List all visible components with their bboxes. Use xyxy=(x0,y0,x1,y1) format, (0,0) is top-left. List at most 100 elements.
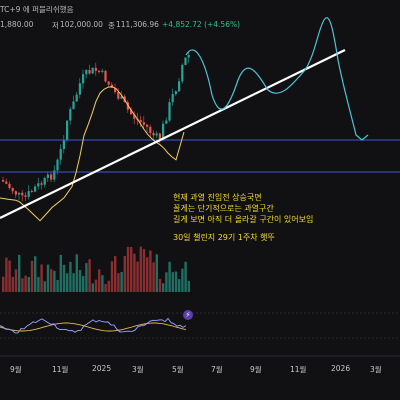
volume-bar xyxy=(126,246,130,292)
volume-bar xyxy=(11,276,14,292)
candle-body xyxy=(43,177,46,185)
volume-bar xyxy=(34,256,37,292)
candle-body xyxy=(75,94,78,102)
volume-bar xyxy=(165,272,168,292)
volume-bar xyxy=(142,249,146,292)
candle-body xyxy=(53,170,56,180)
volume-bar xyxy=(139,246,142,292)
trendline xyxy=(0,49,346,219)
candle-body xyxy=(174,91,177,95)
x-tick: 7월 xyxy=(211,365,223,374)
ohlc-high-label: 저 xyxy=(52,21,59,30)
candle-body xyxy=(88,70,91,74)
candle-body xyxy=(114,87,117,93)
candle-body xyxy=(184,57,187,65)
volume-bar xyxy=(14,269,18,292)
ohlc-close-label: 종 xyxy=(108,21,115,30)
volume-bar xyxy=(46,264,50,292)
candle-body xyxy=(30,191,33,193)
candle-body xyxy=(187,55,190,58)
volume-bar xyxy=(27,277,30,292)
candle-body xyxy=(8,183,11,188)
volume-bar xyxy=(40,264,43,292)
lightning-icon[interactable]: ⚡ xyxy=(183,310,193,320)
volume-bar xyxy=(69,261,72,292)
annotation-line-3: 길게 보면 아직 더 올라갈 구간이 있어보임 xyxy=(173,215,314,224)
candle-body xyxy=(72,101,75,110)
candle-body xyxy=(21,192,24,196)
volume-bar xyxy=(114,256,117,292)
volume-bar xyxy=(130,247,133,292)
volume-bar xyxy=(21,278,24,292)
candle-body xyxy=(104,70,107,82)
annotation-line-1: 현재 과열 진입전 상승국면 xyxy=(173,193,262,202)
projection-path xyxy=(185,17,369,141)
volume-bar xyxy=(155,254,158,292)
volume-bar xyxy=(8,260,11,292)
candle-body xyxy=(142,122,145,125)
candle-body xyxy=(66,120,69,141)
volume-bar xyxy=(184,261,187,292)
candle-body xyxy=(50,174,53,180)
volume-bar xyxy=(120,271,123,292)
candle-body xyxy=(2,180,5,182)
candle-body xyxy=(139,119,142,123)
volume-bar xyxy=(123,255,126,292)
volume-bar xyxy=(50,269,53,292)
candle-body xyxy=(168,102,171,121)
candle-body xyxy=(94,67,97,71)
x-tick: 5월 xyxy=(172,365,184,374)
candle-body xyxy=(24,195,27,197)
candle-body xyxy=(133,114,136,119)
volume-bar xyxy=(98,269,101,292)
rsi-signal-line xyxy=(0,322,187,332)
volume-bar xyxy=(72,273,75,292)
volume-bar xyxy=(78,269,82,292)
volume-bars xyxy=(2,246,190,292)
volume-bar xyxy=(18,254,21,292)
candle-body xyxy=(14,191,17,195)
candle-body xyxy=(40,183,43,185)
volume-bar xyxy=(94,279,98,292)
volume-bar xyxy=(85,263,88,292)
ohlc-header: TC+9 에 퍼블리쉬했음 xyxy=(0,4,400,18)
candle-body xyxy=(37,183,40,187)
volume-bar xyxy=(136,261,139,292)
candle-body xyxy=(165,120,168,124)
annotation-line-2: 꼴게는 단기적으로는 과열구간 xyxy=(173,204,274,213)
candle-body xyxy=(107,81,110,85)
candle-body xyxy=(78,83,81,95)
volume-bar xyxy=(168,261,171,292)
volume-bar xyxy=(66,273,69,292)
volume-bar xyxy=(117,273,120,292)
candle-body xyxy=(178,81,181,92)
candle-body xyxy=(120,96,123,99)
x-tick: 2025 xyxy=(92,364,112,373)
x-tick: 9월 xyxy=(250,365,262,374)
ohlc-high: 102,000.00 xyxy=(60,20,103,29)
x-tick: 2026 xyxy=(331,364,351,373)
x-tick: 9월 xyxy=(10,365,22,374)
candle-body xyxy=(82,74,85,84)
candle-body xyxy=(149,126,152,134)
candle-body xyxy=(11,187,14,192)
ohlc-change: +4,852.72 (+4.56%) xyxy=(162,20,241,29)
candle-body xyxy=(27,191,30,197)
rsi-panel xyxy=(0,312,400,357)
moving-average-line xyxy=(0,86,185,222)
annotation-footer: 30일 챌린지 29기 1주차 햇뚜 xyxy=(173,233,275,242)
volume-bar xyxy=(101,275,104,292)
x-tick: 3월 xyxy=(132,365,144,374)
candle-body xyxy=(59,149,62,160)
volume-bar xyxy=(158,278,162,292)
volume-bar xyxy=(104,283,107,292)
volume-bar xyxy=(88,259,91,292)
candle-body xyxy=(130,109,133,115)
volume-bar xyxy=(171,272,174,292)
volume-bar xyxy=(187,280,190,292)
volume-bar xyxy=(5,257,8,292)
volume-bar xyxy=(62,264,66,292)
candle-body xyxy=(98,70,101,72)
